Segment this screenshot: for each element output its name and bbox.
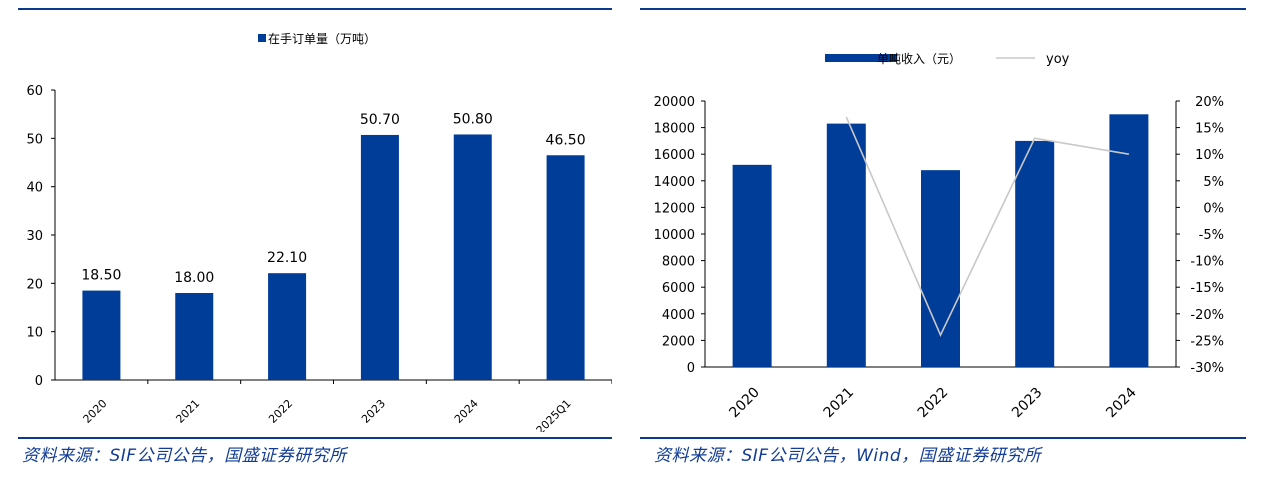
x-tick-label: 2021 — [173, 397, 202, 426]
x-tick-label: 2023 — [359, 397, 388, 426]
data-label: 50.70 — [360, 112, 400, 128]
x-tick-label: 2024 — [452, 397, 481, 426]
top-rule-right — [640, 8, 1246, 10]
data-label: 18.00 — [174, 270, 214, 286]
y-tick-label: 12000 — [654, 201, 695, 216]
bar — [453, 134, 492, 380]
x-tick-label: 2020 — [81, 397, 110, 426]
y-tick-label: 14000 — [654, 175, 695, 190]
x-tick-label: 2021 — [821, 385, 858, 422]
y-tick-label: 8000 — [662, 255, 695, 270]
bar — [82, 290, 121, 380]
legend-label-line: yoy — [1046, 52, 1070, 67]
x-tick-label: 2020 — [726, 385, 763, 422]
y-tick-label: 10000 — [654, 228, 695, 243]
y-tick-label: 2000 — [662, 334, 695, 349]
y-tick-label: 60 — [26, 84, 43, 99]
bar — [826, 123, 866, 367]
order-backlog-bar-chart: 0 10 20 30 40 50 60 18.50 2020 18.00 2021 22.10 2022… — [26, 32, 612, 432]
x-tick-label: 2022 — [915, 385, 952, 422]
x-tick-label: 2023 — [1009, 385, 1046, 422]
data-label: 50.80 — [453, 111, 493, 127]
y2-tick-label: 15% — [1195, 122, 1224, 137]
bar — [175, 293, 214, 380]
y2-tick-label: -30% — [1190, 361, 1224, 376]
y2-tick-label: -20% — [1190, 308, 1224, 323]
bar — [1015, 140, 1055, 367]
source-note-left: 资料来源：SIF公司公告，国盛证券研究所 — [22, 446, 347, 466]
y2-tick-label: 20% — [1195, 95, 1224, 110]
y2-tick-label: -15% — [1190, 281, 1224, 296]
top-rule-left — [18, 8, 612, 10]
bar — [732, 164, 772, 367]
bar — [546, 155, 585, 380]
data-label: 46.50 — [546, 132, 586, 148]
y-tick-label: 0 — [687, 361, 695, 376]
y2-tick-label: 10% — [1195, 148, 1224, 163]
y-tick-label: 20 — [26, 277, 43, 292]
x-tick-label: 2025Q1 — [534, 397, 574, 432]
y-tick-label: 16000 — [654, 148, 695, 163]
x-tick-label: 2024 — [1103, 384, 1140, 421]
bar — [360, 134, 399, 380]
y2-tick-label: -5% — [1199, 228, 1224, 243]
data-label: 22.10 — [267, 250, 307, 266]
yoy-line — [845, 116, 1130, 338]
source-note-right: 资料来源：SIF公司公告，Wind，国盛证券研究所 — [654, 446, 1042, 466]
y2-tick-label: 5% — [1203, 175, 1224, 190]
bar — [921, 170, 960, 367]
bottom-rule-right — [640, 437, 1246, 439]
bar — [268, 273, 307, 380]
y-tick-label: 30 — [26, 229, 43, 244]
y-tick-label: 6000 — [662, 281, 695, 296]
y-tick-label: 0 — [35, 374, 43, 389]
legend-swatch-bar — [825, 54, 897, 62]
legend-swatch — [258, 34, 266, 42]
legend-label-bar: 单吨收入（元） — [877, 52, 961, 66]
y-tick-label: 4000 — [662, 308, 695, 323]
y-tick-label: 18000 — [654, 122, 695, 137]
y-tick-label: 50 — [26, 132, 43, 147]
y-tick-label: 10 — [26, 326, 43, 341]
data-label: 18.50 — [81, 268, 121, 284]
bar — [1109, 114, 1149, 367]
revenue-per-ton-combo-chart: 0 2000 4000 6000 8000 10000 12000 14000 16000 180… — [654, 52, 1224, 422]
x-tick-label: 2022 — [266, 397, 295, 426]
bottom-rule-left — [18, 437, 612, 439]
y2-tick-label: -10% — [1190, 255, 1224, 270]
y2-tick-label: 0% — [1203, 201, 1224, 216]
y-tick-label: 20000 — [654, 95, 695, 110]
y2-tick-label: -25% — [1190, 334, 1224, 349]
y-tick-label: 40 — [26, 181, 43, 196]
legend-label: 在手订单量（万吨） — [268, 32, 376, 46]
